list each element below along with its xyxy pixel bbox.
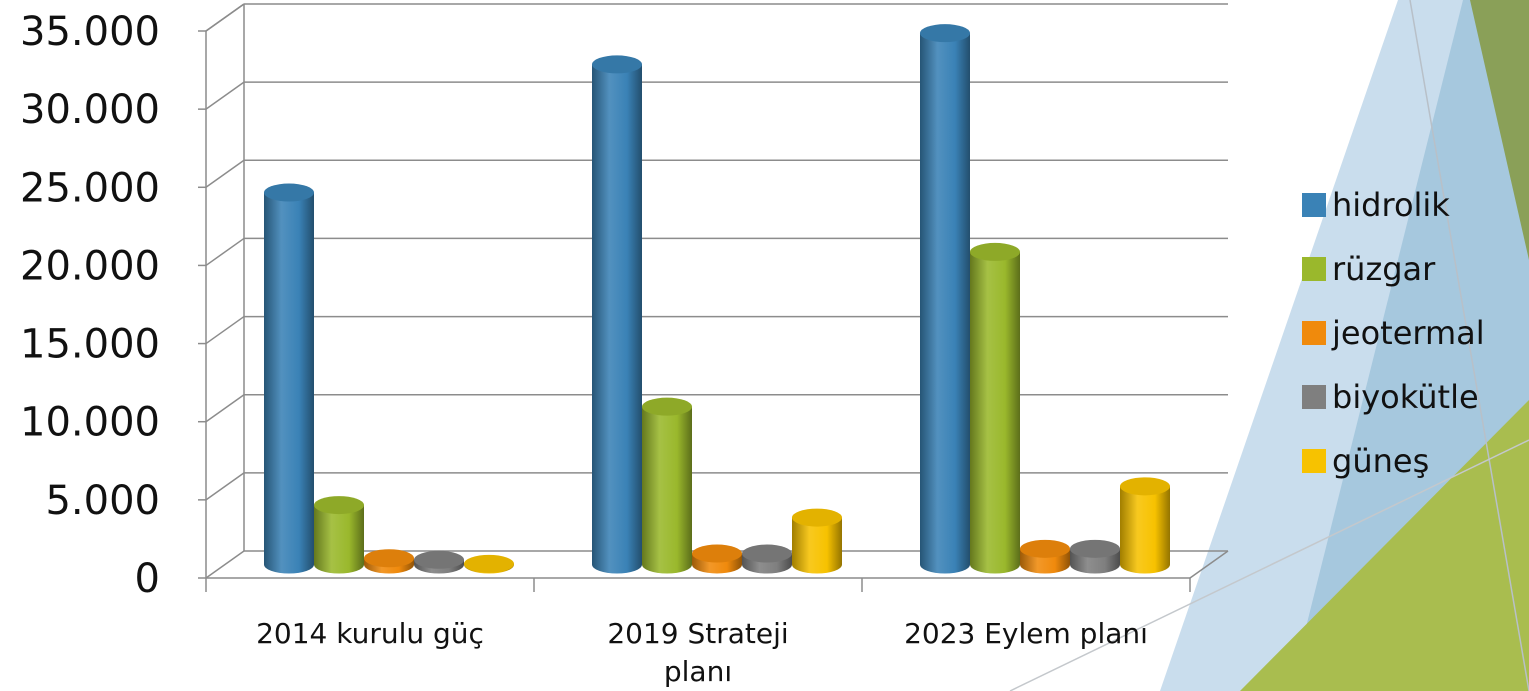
gridline-side bbox=[205, 237, 245, 267]
legend-swatch bbox=[1302, 385, 1326, 409]
decor-line bbox=[1409, 0, 1529, 691]
legend-label: biyokütle bbox=[1332, 378, 1479, 416]
bar bbox=[592, 55, 642, 574]
x-tick-label: 2023 Eylem planı bbox=[904, 617, 1148, 650]
bar bbox=[264, 183, 314, 574]
bar-top bbox=[692, 544, 742, 563]
bar-top bbox=[1020, 539, 1070, 558]
bar-top bbox=[920, 24, 970, 43]
legend-swatch bbox=[1302, 257, 1326, 281]
decor-olive-shape bbox=[1470, 0, 1529, 260]
y-tick-label: 5.000 bbox=[45, 478, 160, 524]
bar bbox=[970, 242, 1020, 574]
legend-swatch bbox=[1302, 321, 1326, 345]
bar bbox=[642, 397, 692, 574]
bar-top bbox=[1070, 539, 1120, 558]
gridline-side bbox=[205, 315, 245, 345]
legend-label: rüzgar bbox=[1332, 250, 1436, 288]
bars bbox=[264, 24, 1170, 574]
bar-top bbox=[742, 544, 792, 563]
bar-top bbox=[264, 183, 314, 202]
bar-body bbox=[642, 406, 692, 574]
y-tick-label: 10.000 bbox=[20, 400, 160, 446]
legend-swatch bbox=[1302, 193, 1326, 217]
y-tick-label: 35.000 bbox=[20, 9, 160, 55]
legend-item: jeotermal bbox=[1302, 314, 1485, 352]
legend: hidrolik rüzgar jeotermal biyokütle güneş bbox=[1302, 186, 1485, 480]
legend-item: güneş bbox=[1302, 442, 1429, 480]
bar-top bbox=[414, 550, 464, 569]
decor-line bbox=[1009, 439, 1529, 691]
y-tick-label: 0 bbox=[135, 556, 160, 602]
bar-top bbox=[970, 242, 1020, 261]
gridline-side bbox=[205, 472, 245, 501]
bar-top bbox=[364, 549, 414, 568]
chart-frame bbox=[205, 3, 1229, 579]
bar-top bbox=[1120, 477, 1170, 496]
bar bbox=[1070, 539, 1120, 574]
bar bbox=[364, 549, 414, 574]
x-axis-ticks: 2014 kurulu güç 2019 Strateji planı 2023 Ey… bbox=[256, 617, 1148, 688]
bar bbox=[464, 554, 514, 574]
bar-body bbox=[920, 33, 970, 574]
gridline-side bbox=[205, 3, 245, 32]
bar bbox=[1020, 539, 1070, 574]
y-axis-ticks: 0 5.000 10.000 15.000 20.000 25.000 30.000 35.0… bbox=[20, 9, 160, 602]
bar bbox=[920, 24, 970, 574]
legend-item: biyokütle bbox=[1302, 378, 1479, 416]
legend-label: hidrolik bbox=[1332, 186, 1450, 224]
slide-decoration bbox=[1009, 0, 1529, 691]
bar bbox=[692, 544, 742, 574]
x-tick-label: 2014 kurulu güç bbox=[256, 617, 484, 650]
y-tick-label: 30.000 bbox=[20, 87, 160, 133]
decor-green-shape bbox=[1240, 400, 1529, 691]
legend-item: rüzgar bbox=[1302, 250, 1436, 288]
y-tick-label: 20.000 bbox=[20, 243, 160, 289]
gridline-side bbox=[205, 550, 245, 579]
bar bbox=[314, 496, 364, 574]
legend-label: jeotermal bbox=[1331, 314, 1485, 352]
bar-body bbox=[970, 251, 1020, 574]
bar bbox=[1120, 477, 1170, 574]
bar-top bbox=[314, 496, 364, 515]
bar-body bbox=[314, 505, 364, 574]
bar-body bbox=[792, 517, 842, 574]
bar-top bbox=[642, 397, 692, 416]
y-tick-label: 25.000 bbox=[20, 165, 160, 211]
gridline-side bbox=[205, 159, 245, 188]
bar bbox=[414, 550, 464, 574]
bar-top bbox=[592, 55, 642, 74]
bar-top bbox=[792, 508, 842, 527]
floor-right-edge bbox=[1189, 550, 1229, 579]
bar bbox=[742, 544, 792, 574]
gridline-side bbox=[205, 394, 245, 423]
gridline-side bbox=[205, 81, 245, 110]
y-tick-label: 15.000 bbox=[20, 322, 160, 368]
legend-item: hidrolik bbox=[1302, 186, 1450, 224]
bar-body bbox=[264, 192, 314, 574]
legend-swatch bbox=[1302, 449, 1326, 473]
bar-top bbox=[464, 554, 514, 573]
x-tick-label: 2019 Strateji planı bbox=[607, 617, 788, 688]
legend-label: güneş bbox=[1332, 442, 1429, 480]
bar-body bbox=[1120, 486, 1170, 574]
bar bbox=[792, 508, 842, 574]
bar-body bbox=[592, 64, 642, 574]
